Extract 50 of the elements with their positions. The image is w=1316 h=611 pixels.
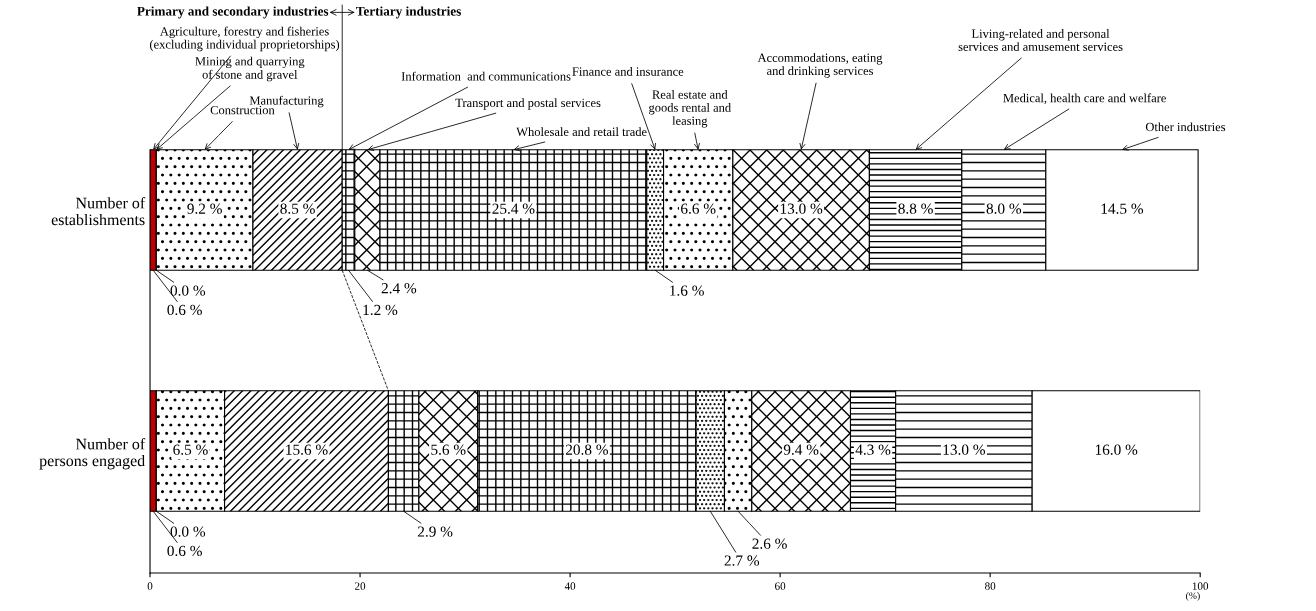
series-label: Real estate and goods rental and leasing [649,90,731,128]
data-label: 25.4 % [492,203,535,214]
data-label: 13.0 % [943,444,986,455]
data-label: 15.6 % [286,444,328,455]
data-label: 16.0 % [1095,444,1138,455]
data-label: 13.0 % [780,203,823,214]
data-label: 9.4 % [783,444,819,455]
x-tick-label: 20 [354,582,366,590]
x-tick-label: 100 [1192,582,1209,590]
data-label: 0.6 % [167,304,202,316]
series-label: Wholesale and retail trade [516,127,647,137]
data-label: 9.2 % [187,203,222,214]
data-label: 4.3 % [855,444,891,455]
data-label: 2.7 % [724,555,760,566]
data-label: 2.6 % [752,538,787,549]
data-label: 8.5 % [280,203,315,214]
text: Information and communications [401,71,571,81]
text: Transport and postal services [455,98,601,110]
text: Finance and insurance [572,66,684,76]
data-label: 5.6 % [431,444,466,455]
text: Living-related and personal services and amusement services [958,29,1123,51]
text: Manufacturing [249,95,324,108]
data-label: 0.0 % [170,285,206,296]
text: Medical, health care and welfare [1003,93,1166,105]
text: Mining and quarrying of stone and gravel [195,56,305,82]
data-label: 2.4 % [381,283,417,294]
x-tick-label: 0 [147,582,153,590]
legend-label: Agriculture, forestry and fisheries (excluding individual proprietorships) [149,26,340,52]
text: Tertiary industries [356,6,461,19]
data-label: 8.0 % [986,203,1022,214]
data-label: 1.2 % [363,304,398,316]
text: Accommodations, eating and drinking services [757,53,883,78]
data-label: 0.0 % [170,526,206,537]
x-tick-label: 60 [775,582,786,590]
data-label: 20.8 % [565,444,609,455]
data-label: 0.6 % [167,545,202,557]
y-tick-label: Number of persons engaged [39,438,146,470]
x-tick-label: 80 [985,582,996,590]
data-label: 1.6 % [670,285,704,296]
data-label: 6.5 % [173,444,208,455]
text: Primary and secondary industries [137,6,329,19]
x-axis-title: (%) [1186,592,1200,601]
data-label: 8.8 % [898,203,933,214]
data-label: 6.6 % [681,203,716,214]
x-tick-label: 40 [564,582,576,590]
data-label: 14.5 % [1101,203,1144,214]
data-label: 2.9 % [417,526,453,537]
series-label: Other industries [1145,122,1226,132]
y-tick-label: Number of establishments [51,197,146,226]
text: Construction [210,105,275,115]
